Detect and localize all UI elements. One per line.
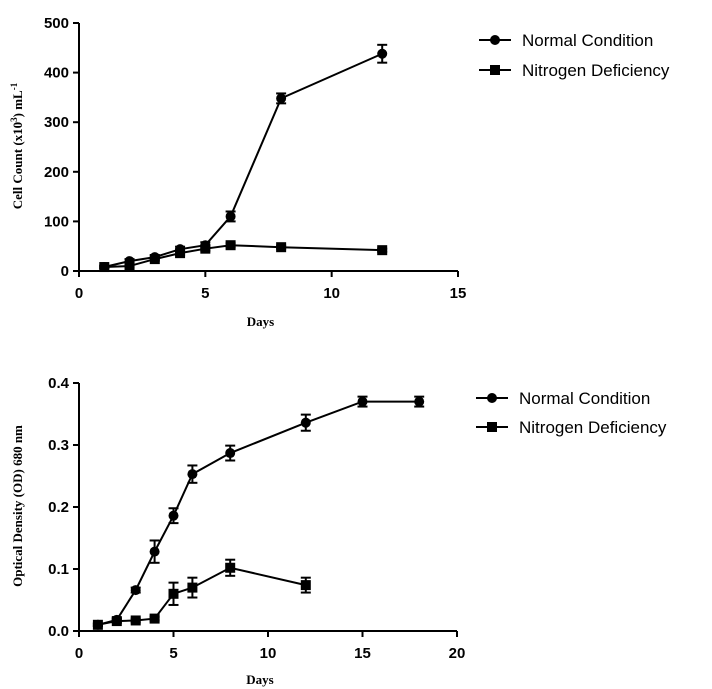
x-tick-label: 10 — [260, 645, 277, 662]
data-point — [377, 48, 388, 59]
legend-label: Nitrogen Deficiency — [522, 61, 670, 80]
y-tick-label: 0.3 — [48, 437, 69, 454]
data-point — [130, 585, 141, 596]
legend-label: Normal Condition — [522, 31, 653, 50]
legend-label: Normal Condition — [519, 389, 650, 408]
x-tick-label: 10 — [323, 285, 340, 302]
y-tick-label: 0 — [61, 263, 69, 280]
series-normal-condition — [92, 395, 425, 630]
y-tick-label: 0.2 — [48, 499, 69, 516]
data-point — [377, 245, 388, 256]
data-point — [225, 448, 236, 459]
x-tick-label: 15 — [450, 285, 467, 302]
data-point — [124, 261, 135, 272]
x-tick-label: 15 — [354, 645, 371, 662]
legend-marker — [490, 35, 500, 45]
data-point — [92, 619, 103, 630]
data-point — [300, 580, 311, 591]
legend-item: Nitrogen Deficiency — [476, 418, 667, 437]
data-point — [300, 417, 311, 428]
y-tick-label: 0.1 — [48, 561, 69, 578]
x-tick-label: 0 — [75, 285, 83, 302]
y-tick-label: 0.0 — [48, 623, 69, 640]
y-tick-label: 100 — [44, 213, 69, 230]
data-point — [357, 396, 368, 407]
data-point — [276, 93, 287, 104]
series-normal-condition — [99, 43, 388, 273]
series-line — [104, 52, 383, 269]
data-point — [149, 254, 160, 265]
x-tick-label: 5 — [169, 645, 177, 662]
y-axis-label: Optical Density (OD) 680 nm — [10, 425, 25, 587]
x-tick-label: 5 — [201, 285, 209, 302]
series-nitrogen-deficiency — [99, 240, 388, 273]
data-point — [149, 613, 160, 624]
y-tick-label: 500 — [44, 15, 69, 32]
data-point — [225, 562, 236, 573]
series-line — [97, 566, 307, 626]
x-tick-label: 0 — [75, 645, 83, 662]
legend-item: Normal Condition — [476, 389, 650, 408]
legend-item: Nitrogen Deficiency — [479, 61, 670, 80]
data-point — [187, 582, 198, 593]
data-point — [200, 243, 211, 254]
y-tick-label: 400 — [44, 65, 69, 82]
series-line — [104, 244, 383, 269]
legend-item: Normal Condition — [479, 31, 653, 50]
x-tick-label: 20 — [449, 645, 466, 662]
legend-marker — [487, 422, 497, 432]
data-point — [225, 240, 236, 251]
data-point — [99, 262, 110, 273]
series-line — [97, 400, 420, 626]
y-tick-label: 300 — [44, 114, 69, 131]
legend-marker — [490, 65, 500, 75]
data-point — [187, 469, 198, 480]
data-point — [111, 616, 122, 627]
data-point — [225, 211, 236, 222]
data-point — [414, 396, 425, 407]
data-point — [149, 546, 160, 557]
y-tick-label: 200 — [44, 164, 69, 181]
y-tick-label: 0.4 — [48, 375, 70, 392]
data-point — [175, 248, 186, 259]
data-point — [168, 510, 179, 521]
data-point — [130, 615, 141, 626]
legend-label: Nitrogen Deficiency — [519, 418, 667, 437]
series-nitrogen-deficiency — [92, 558, 311, 630]
data-point — [276, 242, 287, 253]
x-axis-label: Days — [247, 314, 274, 329]
chart-2: 0.0 0.1 0.2 0.3 0.4 0 5 10 15 20 Days Optical Densi… — [10, 375, 667, 687]
y-axis-label: Cell Count (x103) mL-1 — [9, 82, 25, 209]
legend-marker — [487, 393, 497, 403]
chart-1: 0 100 200 300 400 500 0 5 10 15 Days Cell Count (x1… — [9, 15, 670, 329]
x-axis-label: Days — [246, 672, 273, 687]
data-point — [168, 588, 179, 599]
